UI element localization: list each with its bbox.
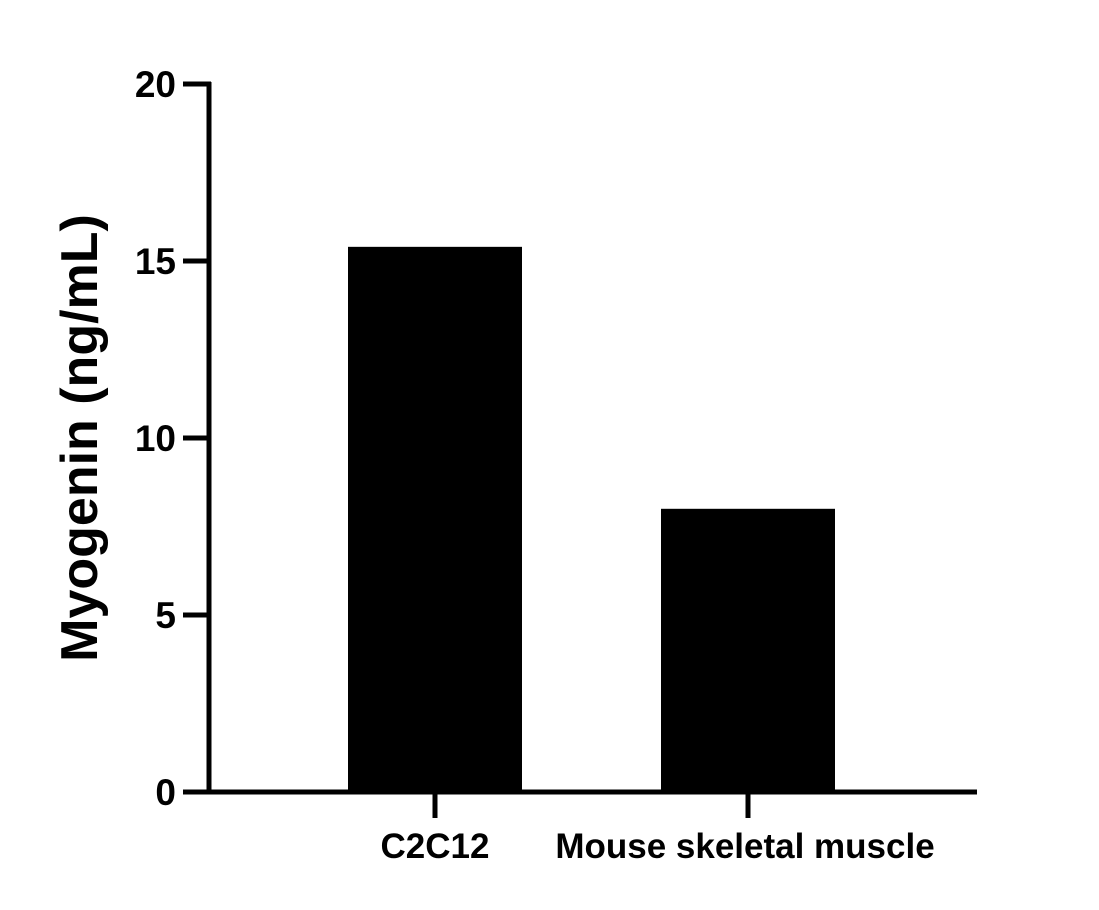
y-tick-label: 20: [135, 64, 176, 105]
bars: [348, 246, 835, 793]
y-tick-label: 10: [135, 418, 176, 459]
bar-c2c12: [348, 246, 522, 793]
y-tick-label: 5: [155, 595, 176, 636]
y-tick-label: 0: [155, 772, 176, 813]
y-axis-ticks: 0 5 10 15 20: [135, 64, 211, 813]
x-axis-ticks: [432, 792, 751, 818]
x-category-label-c2c12: C2C12: [381, 827, 490, 866]
y-tick-label: 15: [135, 241, 176, 282]
x-category-label-mouse-skeletal-muscle: Mouse skeletal muscle: [555, 827, 934, 866]
y-axis-title: Myogenin (ng/mL): [51, 214, 109, 662]
bar-mouse-skeletal-muscle: [661, 508, 835, 792]
